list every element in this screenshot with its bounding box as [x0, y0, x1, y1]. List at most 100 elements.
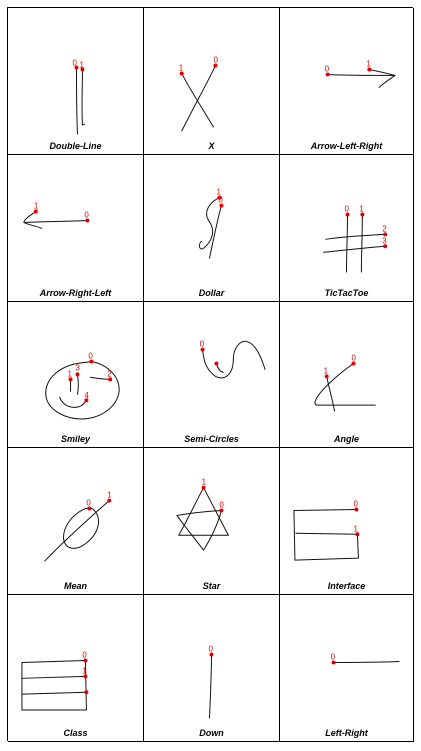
stroke	[326, 375, 336, 412]
gesture-cell-double-line: 0 1 Double-Line	[8, 8, 144, 155]
down-sketch: 0	[209, 645, 214, 719]
gesture-label: Semi-Circles	[184, 434, 239, 445]
point-label: 0	[331, 653, 336, 662]
start-point	[84, 397, 89, 402]
arrow-right-left-sketch: 1 0	[23, 201, 90, 229]
tictactoe-sketch: 0 1 2 3	[323, 204, 388, 273]
start-point	[201, 486, 206, 491]
start-point	[87, 506, 92, 511]
gesture-table: 0 1 Double-Line 1 0 X 0 1 Arrow-Left-Rig…	[7, 7, 414, 742]
point-label: 0	[351, 353, 356, 362]
point-label: 0	[209, 645, 214, 654]
gesture-label: Mean	[63, 581, 87, 592]
point-label: 0	[219, 501, 224, 510]
gesture-cell-interface: 0 1 Interface	[280, 448, 414, 596]
point-label: 0	[86, 499, 91, 508]
start-point	[219, 203, 224, 208]
gesture-label: Dollar	[198, 287, 225, 298]
stroke	[23, 210, 43, 229]
stroke	[181, 72, 214, 128]
stroke	[23, 219, 88, 223]
start-point	[355, 532, 360, 537]
gesture-cell-arrow-right-left: 1 0 Arrow-Right-Left	[8, 154, 144, 302]
start-point	[83, 658, 88, 663]
dollar-sketch: 1 0	[198, 187, 224, 259]
stroke	[209, 204, 222, 259]
point-label: 0	[84, 210, 89, 219]
x-sketch: 1 0	[179, 56, 218, 132]
start-point	[89, 359, 94, 364]
point-label: 1	[79, 61, 84, 70]
smiley-sketch: 0 1 3 2 4	[45, 351, 120, 420]
start-point	[75, 372, 80, 376]
gesture-label: Smiley	[60, 434, 91, 445]
point-label: 2	[107, 369, 111, 378]
point-label: 0	[325, 64, 330, 73]
point-label: 0	[218, 195, 223, 204]
point-label: 1	[366, 60, 371, 69]
gesture-cell-x: 1 0 X	[144, 8, 280, 155]
gesture-label: Arrow-Left-Right	[310, 140, 383, 151]
start-point	[345, 212, 350, 217]
gesture-cell-semi-circles: 0 Semi-Circles	[144, 301, 280, 449]
start-point	[74, 65, 79, 70]
point-label: 1	[359, 204, 364, 213]
stroke	[21, 660, 87, 711]
gesture-cell-arrow-left-right: 0 1 Arrow-Left-Right	[280, 8, 414, 155]
stroke	[346, 213, 348, 273]
start-point	[200, 347, 205, 352]
arrow-left-right-sketch: 0 1	[325, 60, 396, 88]
stroke	[293, 509, 359, 561]
angle-sketch: 1 0	[314, 353, 376, 412]
stroke	[360, 213, 363, 273]
start-point	[383, 232, 388, 237]
gesture-label: X	[208, 140, 215, 151]
start-point	[354, 507, 359, 512]
point-label: 0	[353, 500, 358, 509]
start-point	[209, 652, 214, 657]
point-label: 1	[107, 491, 112, 500]
stroke	[181, 65, 216, 132]
gesture-label: Interface	[327, 581, 366, 592]
gesture-label: Left-Right	[325, 727, 368, 738]
double-line-sketch: 0 1	[73, 59, 85, 135]
point-label: 0	[73, 59, 78, 68]
stroke	[21, 676, 86, 679]
point-label: 0	[82, 651, 87, 660]
start-point	[85, 218, 90, 223]
point-label: 1	[216, 187, 221, 196]
class-sketch: 0 1	[21, 651, 89, 711]
start-point	[383, 244, 388, 249]
start-point	[360, 212, 365, 217]
point-label: 0	[88, 351, 93, 360]
stroke	[81, 68, 85, 126]
start-point	[80, 67, 85, 72]
start-point	[179, 71, 184, 76]
stroke	[368, 68, 396, 88]
gesture-label: Star	[202, 581, 221, 592]
gesture-label: Angle	[333, 434, 359, 445]
stroke	[178, 487, 229, 537]
gesture-cell-left-right: 0 Left-Right	[280, 595, 414, 742]
gesture-cell-angle: 1 0 Angle	[280, 301, 414, 449]
gesture-label: TicTacToe	[324, 287, 369, 298]
stroke	[63, 507, 100, 550]
start-point	[33, 209, 38, 214]
start-point	[217, 195, 222, 200]
start-point	[107, 498, 112, 503]
gesture-label: Class	[63, 727, 88, 738]
point-label: 1	[353, 525, 358, 534]
stroke	[76, 373, 79, 395]
stroke	[45, 360, 120, 420]
start-point	[324, 373, 329, 378]
gesture-cell-mean: 0 1 Mean	[8, 448, 144, 596]
gesture-cell-down: 0 Down	[144, 595, 280, 742]
stroke	[44, 500, 110, 562]
point-label: 3	[382, 236, 387, 245]
point-label: 0	[213, 56, 218, 65]
stroke	[314, 362, 376, 406]
stroke	[75, 67, 78, 135]
stroke	[176, 510, 222, 552]
start-point	[68, 376, 73, 381]
start-point	[331, 660, 336, 665]
